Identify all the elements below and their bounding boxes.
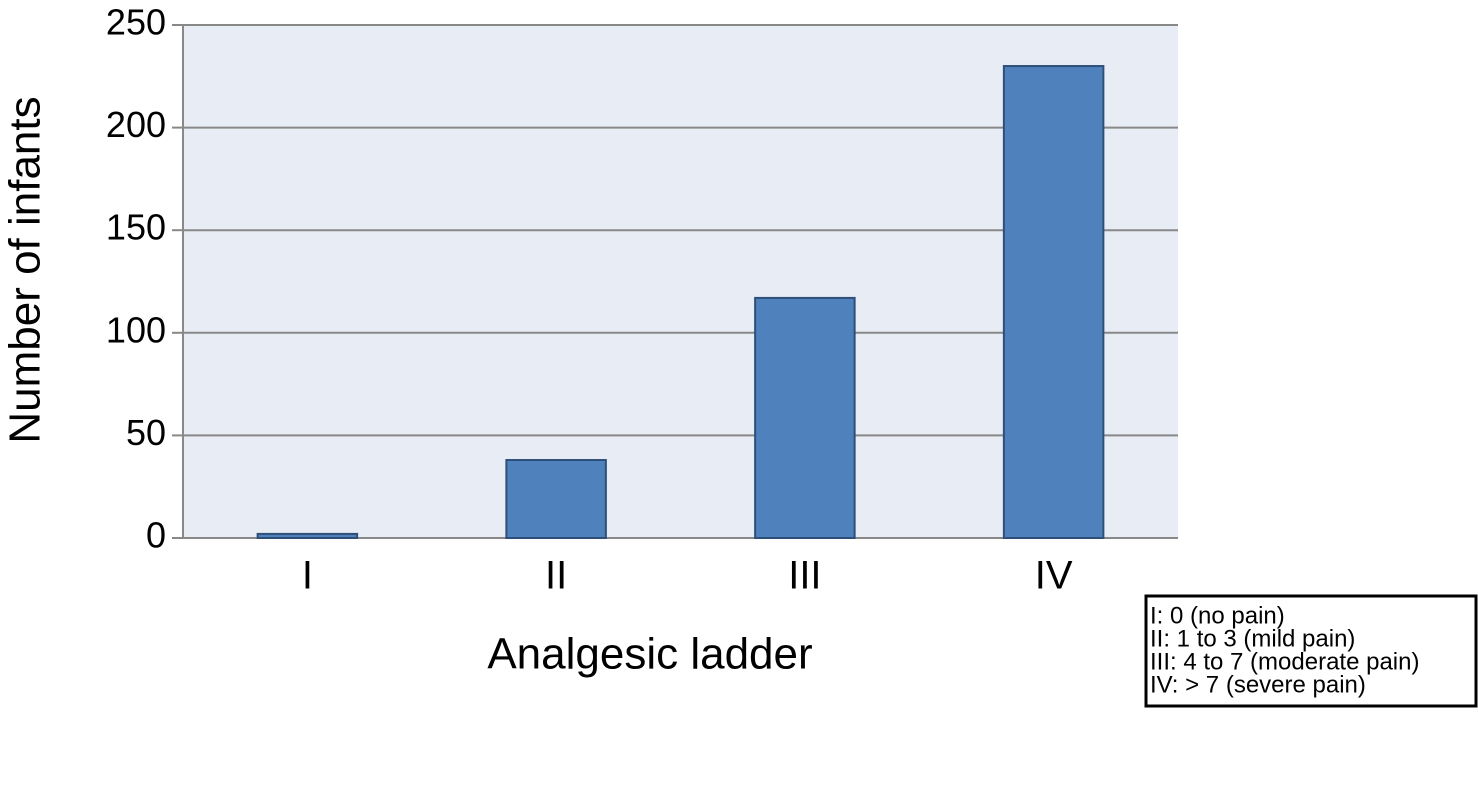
bar [256, 532, 359, 539]
x-tick-label: II [545, 554, 567, 598]
y-tick-label: 100 [106, 309, 166, 350]
legend-note: I: 0 (no pain) [1150, 602, 1285, 629]
x-tick-label: I [302, 554, 313, 598]
bar [754, 296, 856, 539]
legend-note: IV: > 7 (severe pain) [1150, 671, 1366, 698]
y-tick-label: 150 [106, 207, 166, 248]
y-tick-label: 0 [146, 515, 166, 556]
y-tick-label: 200 [106, 104, 166, 145]
x-tick-label: IV [1035, 554, 1073, 598]
legend-note: II: 1 to 3 (mild pain) [1150, 625, 1355, 652]
x-tick-label: III [788, 554, 821, 598]
legend-box [1144, 594, 1478, 708]
y-axis-label: Number of infants [1, 96, 50, 443]
x-axis-label: Analgesic ladder [487, 630, 812, 679]
bar [505, 459, 607, 539]
bar [1002, 65, 1105, 539]
y-tick-label: 50 [126, 412, 166, 453]
legend-note: III: 4 to 7 (moderate pain) [1150, 648, 1419, 675]
y-tick-label: 250 [106, 2, 166, 43]
